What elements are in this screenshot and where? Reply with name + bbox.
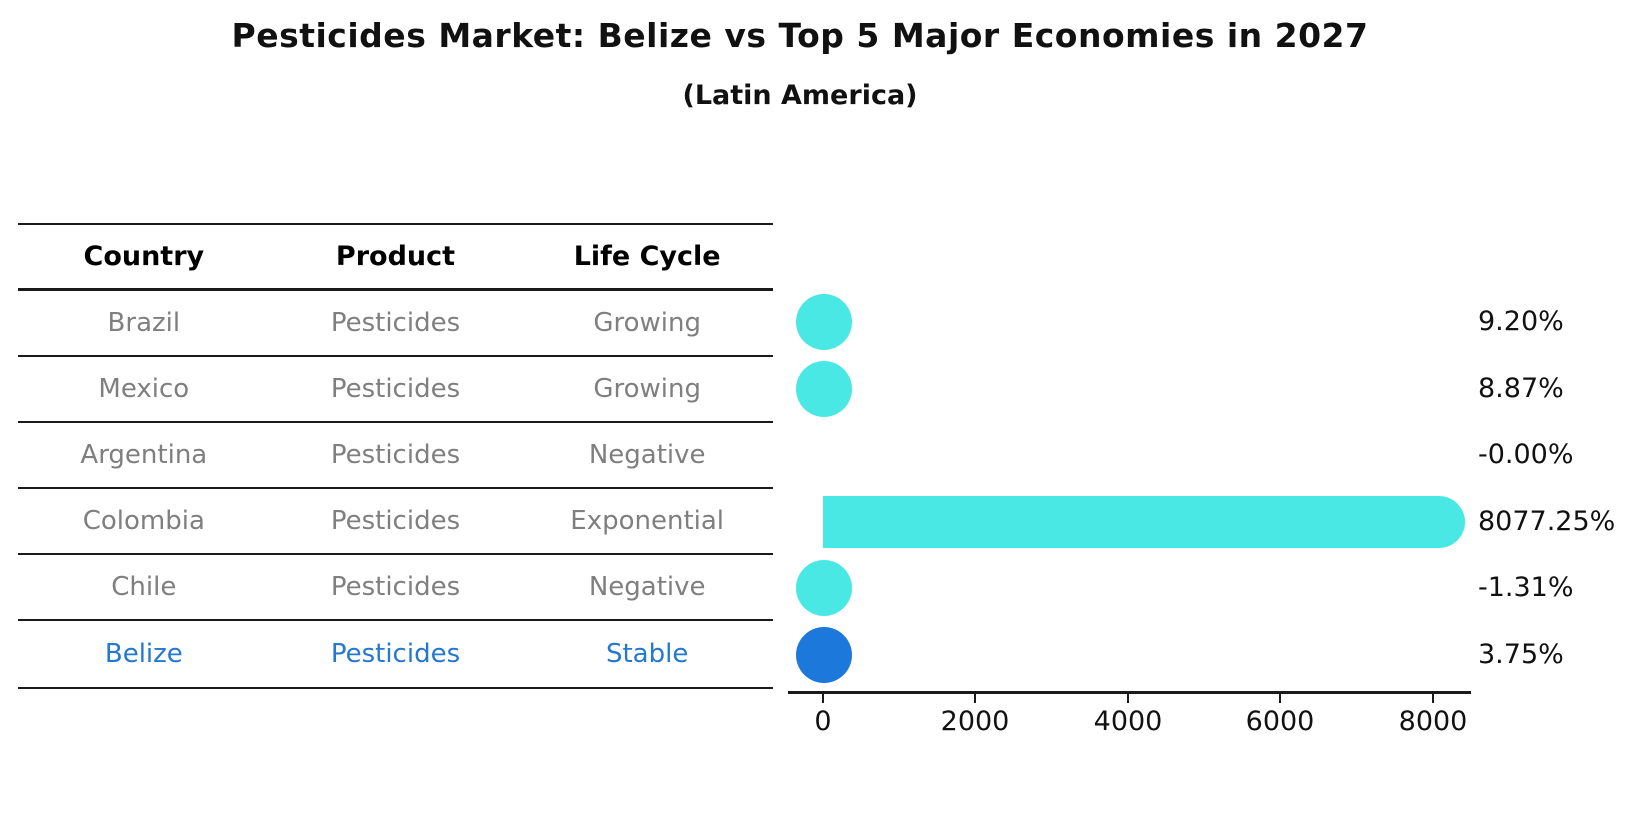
cell-life-cycle: Negative [588,572,706,602]
cell-country: Chile [111,572,177,602]
cell-product: Pesticides [330,440,461,470]
table-header-row: Country Product Life Cycle [18,225,773,291]
table-row-mexico: Mexico Pesticides Growing [18,357,773,423]
page-subtitle: (Latin America) [682,80,918,111]
cell-life-cycle: Growing [593,374,701,404]
x-tick-mark [822,694,824,703]
bar-brazil [796,294,852,350]
column-header-life-cycle: Life Cycle [573,241,721,272]
value-label-argentina: -0.00% [1478,439,1574,470]
x-tick-label: 2000 [940,706,1010,737]
x-axis-line [788,691,1471,694]
page-title: Pesticides Market: Belize vs Top 5 Major… [231,16,1369,55]
value-label-colombia: 8077.25% [1478,506,1616,537]
x-tick-label: 6000 [1245,706,1315,737]
cell-country: Argentina [80,440,208,470]
table-row-chile: Chile Pesticides Negative [18,555,773,621]
cell-life-cycle: Stable [605,639,689,669]
cell-product: Pesticides [330,639,461,669]
value-label-belize: 3.75% [1478,639,1564,670]
value-label-brazil: 9.20% [1478,306,1564,337]
cell-country: Belize [104,639,183,669]
cell-country: Brazil [107,308,181,338]
table-row-brazil: Brazil Pesticides Growing [18,291,773,357]
x-tick-label: 8000 [1398,706,1468,737]
cell-country: Mexico [98,374,190,404]
x-tick-mark [1432,694,1434,703]
cell-country: Colombia [82,506,205,536]
cell-life-cycle: Exponential [570,506,725,536]
cell-product: Pesticides [330,308,461,338]
bar-chile [796,560,852,616]
column-header-country: Country [83,241,205,272]
table-row-belize: Belize Pesticides Stable [18,621,773,687]
cell-product: Pesticides [330,506,461,536]
column-header-product: Product [335,241,456,272]
x-tick-mark [1127,694,1129,703]
bar-colombia [823,496,1465,548]
bar-mexico [796,361,852,417]
bar-belize [796,627,852,683]
cell-product: Pesticides [330,572,461,602]
data-table: Country Product Life Cycle Brazil Pestic… [18,223,773,689]
table-row-colombia: Colombia Pesticides Exponential [18,489,773,555]
table-row-argentina: Argentina Pesticides Negative [18,423,773,489]
cell-life-cycle: Growing [593,308,701,338]
x-tick-label: 0 [814,706,832,737]
cell-life-cycle: Negative [588,440,706,470]
value-label-chile: -1.31% [1478,572,1574,603]
value-label-mexico: 8.87% [1478,373,1564,404]
x-tick-label: 4000 [1093,706,1163,737]
x-tick-mark [1279,694,1281,703]
x-tick-mark [974,694,976,703]
cell-product: Pesticides [330,374,461,404]
